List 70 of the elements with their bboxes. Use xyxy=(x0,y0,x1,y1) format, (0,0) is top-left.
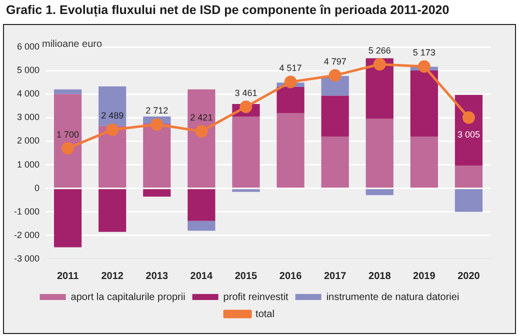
y-tick-label: -1 000 xyxy=(14,206,40,216)
bar xyxy=(276,112,304,188)
point xyxy=(462,111,475,124)
x-tick-label: 2020 xyxy=(458,270,480,282)
bar xyxy=(143,189,171,197)
bar xyxy=(410,70,438,137)
bar xyxy=(54,189,82,248)
data-label: 2 712 xyxy=(146,105,168,116)
data-label: 2 489 xyxy=(101,110,124,121)
y-tick-label: 2 000 xyxy=(16,136,40,146)
data-label: 5 173 xyxy=(412,47,436,58)
data-label: 3 461 xyxy=(234,88,258,98)
data-label: 4 797 xyxy=(324,56,346,66)
x-tick-label: 2018 xyxy=(368,270,392,282)
legend-label: instrumente de natura datoriei xyxy=(326,292,460,303)
bar xyxy=(188,89,216,188)
point xyxy=(195,125,208,138)
y-tick-label: -2 000 xyxy=(14,230,40,240)
chart-title: Grafic 1. Evoluția fluxului net de ISD pe componente în perioada 2011-2020 xyxy=(6,3,450,17)
bar xyxy=(321,136,349,188)
bar xyxy=(54,94,82,188)
x-tick-label: 2019 xyxy=(413,270,436,282)
point xyxy=(106,123,119,136)
y-tick-label: -3 000 xyxy=(14,253,40,264)
bar xyxy=(454,189,483,212)
bar xyxy=(366,189,394,196)
y-tick-label: 4 000 xyxy=(16,88,40,99)
bar xyxy=(454,165,483,188)
legend-label: profit reinvestit xyxy=(223,292,289,303)
bar xyxy=(98,126,126,188)
point xyxy=(62,142,74,155)
y-tick-label: 0 xyxy=(34,182,40,193)
bar xyxy=(188,189,216,221)
point xyxy=(418,60,430,73)
y-axis-title: milioane euro xyxy=(42,39,102,50)
y-tick-label: 1 000 xyxy=(16,159,40,170)
bar xyxy=(54,89,82,94)
x-tick-label: 2015 xyxy=(234,270,258,282)
legend-label: total xyxy=(256,308,274,320)
point xyxy=(373,58,386,71)
x-tick-label: 2013 xyxy=(146,270,168,282)
point xyxy=(328,69,342,82)
bar xyxy=(366,118,394,188)
bar xyxy=(143,124,171,188)
bar xyxy=(232,189,260,192)
y-tick-label: 6 000 xyxy=(16,41,40,52)
x-tick-label: 2011 xyxy=(56,270,80,282)
x-tick-label: 2012 xyxy=(101,270,124,282)
data-label: 3 005 xyxy=(457,130,480,140)
point xyxy=(150,118,164,131)
point xyxy=(284,76,297,88)
data-label: 4 517 xyxy=(279,62,302,73)
bar xyxy=(276,87,304,113)
bar xyxy=(321,96,349,137)
legend-label: aport la capitalurile proprii xyxy=(70,292,186,303)
x-tick-label: 2016 xyxy=(279,270,302,282)
y-tick-label: 3 000 xyxy=(16,112,40,122)
x-tick-label: 2017 xyxy=(324,270,347,282)
data-label: 2 421 xyxy=(190,112,213,122)
bar xyxy=(454,94,483,166)
bar xyxy=(98,86,126,126)
x-tick-label: 2014 xyxy=(190,270,213,282)
point xyxy=(240,100,252,114)
bar xyxy=(98,189,126,232)
bar xyxy=(232,116,260,188)
bar xyxy=(188,220,216,231)
bar xyxy=(410,136,438,188)
data-label: 5 266 xyxy=(368,45,391,56)
y-tick-label: 5 000 xyxy=(16,65,40,76)
data-label: 1 700 xyxy=(56,129,80,140)
